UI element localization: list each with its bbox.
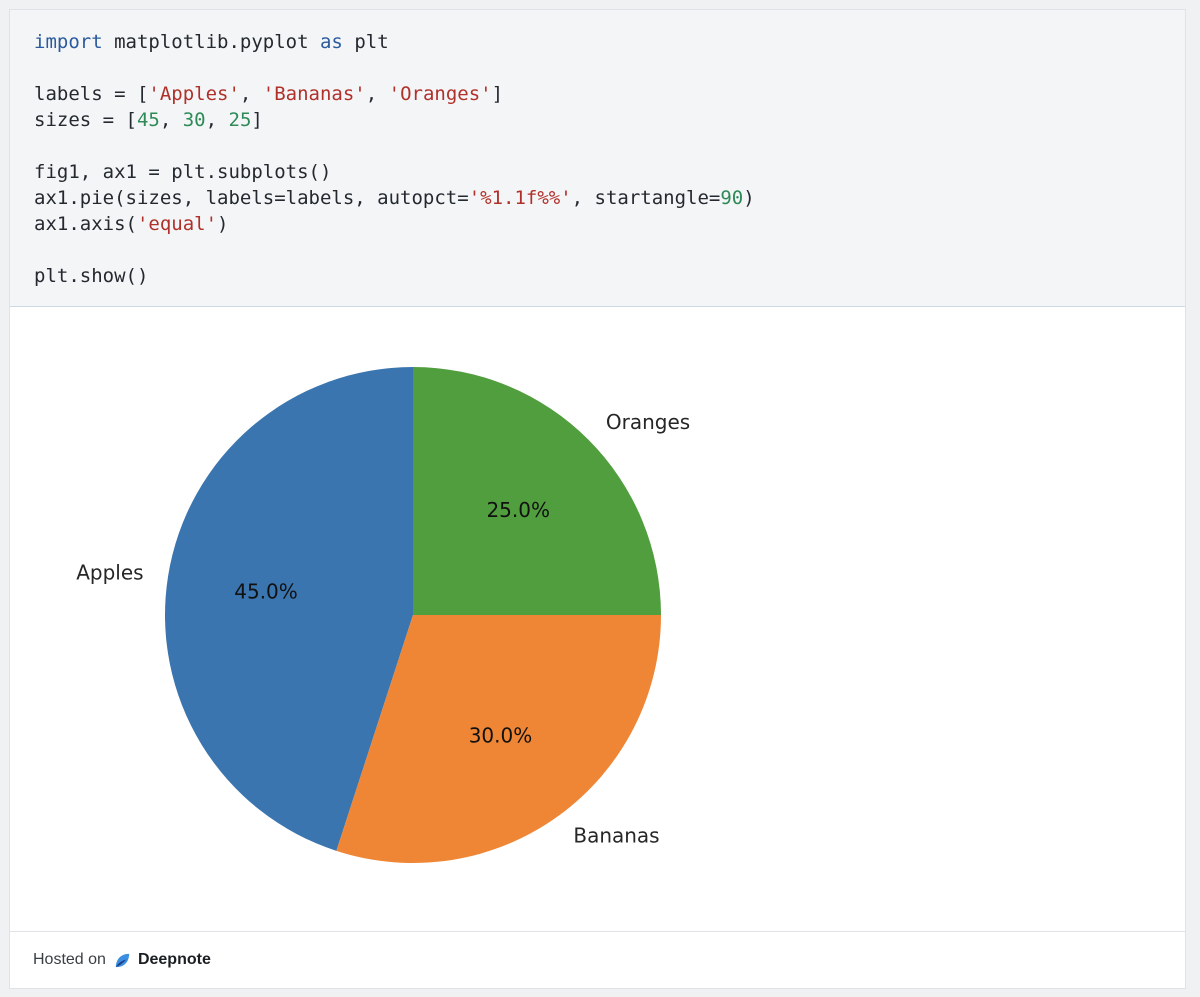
pie-slice-oranges — [413, 367, 661, 615]
code-block[interactable]: import matplotlib.pyplot as plt labels =… — [34, 29, 755, 289]
pie-slice-bananas — [336, 615, 661, 863]
hosted-on-label: Hosted on — [33, 951, 106, 968]
percent-label-bananas: 30.0% — [469, 723, 533, 747]
percent-label-oranges: 25.0% — [486, 498, 550, 522]
footer: Hosted on Deepnote — [10, 931, 1185, 988]
code-cell[interactable]: import matplotlib.pyplot as plt labels =… — [10, 10, 1185, 307]
code-line: ax1.axis('equal') — [34, 213, 229, 235]
code-line: fig1, ax1 = plt.subplots() — [34, 161, 332, 183]
pie-chart: Apples 45.0% Bananas 30.0% Oranges 25.0% — [76, 367, 690, 863]
slice-label-apples: Apples — [76, 560, 143, 584]
code-line — [34, 237, 755, 263]
code-line — [34, 55, 755, 81]
code-line — [34, 133, 755, 159]
deepnote-brand[interactable]: Deepnote — [137, 951, 211, 968]
cell-output: Apples 45.0% Bananas 30.0% Oranges 25.0% — [10, 307, 1185, 931]
code-line: labels = ['Apples', 'Bananas', 'Oranges'… — [34, 83, 504, 105]
slice-label-oranges: Oranges — [606, 410, 690, 434]
code-line: sizes = [45, 30, 25] — [34, 109, 263, 131]
code-line: ax1.pie(sizes, labels=labels, autopct='%… — [34, 187, 755, 209]
code-line: plt.show() — [34, 265, 149, 287]
pie-slice-apples — [165, 367, 413, 851]
notebook-cell-card: import matplotlib.pyplot as plt labels =… — [9, 9, 1186, 989]
deepnote-logo-icon[interactable] — [113, 951, 132, 970]
code-line: import matplotlib.pyplot as plt — [34, 31, 389, 53]
slice-label-bananas: Bananas — [573, 824, 659, 848]
percent-label-apples: 45.0% — [234, 580, 298, 604]
